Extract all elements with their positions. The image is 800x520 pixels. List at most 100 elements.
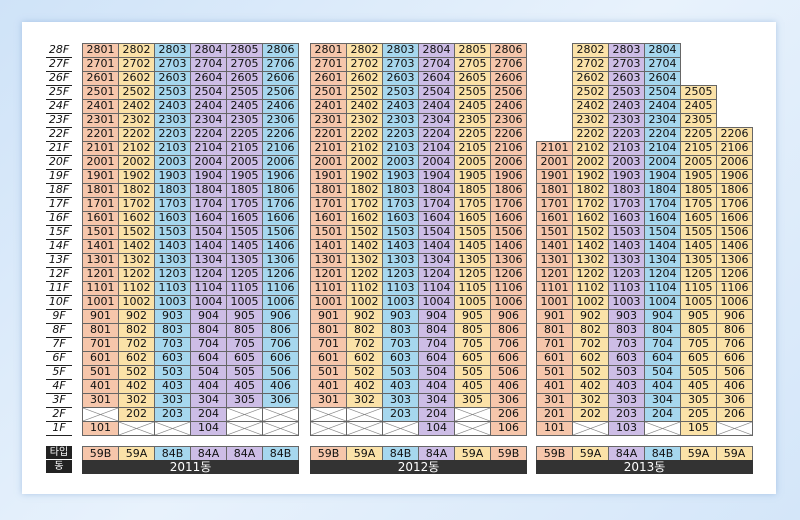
unit-cell: 1702 bbox=[346, 197, 383, 212]
unit-cell: 905 bbox=[680, 309, 717, 324]
unit-cell: 1901 bbox=[82, 169, 119, 184]
unit-cell: 204 bbox=[190, 407, 227, 422]
unit-cell: 704 bbox=[644, 337, 681, 352]
unit-cell: 304 bbox=[418, 393, 455, 408]
unit-cell: 2505 bbox=[454, 85, 491, 100]
unit-cell: 1202 bbox=[346, 267, 383, 282]
unit-cell: 2404 bbox=[418, 99, 455, 114]
unit-cell: 1704 bbox=[418, 197, 455, 212]
unit-cell: 1101 bbox=[310, 281, 347, 296]
unit-cell: 2604 bbox=[190, 71, 227, 86]
unit-cell: 2201 bbox=[310, 127, 347, 142]
floor-label: 26F bbox=[46, 71, 72, 86]
unit-cell: 1603 bbox=[154, 211, 191, 226]
floor-label: 27F bbox=[46, 57, 72, 72]
unit-cell: 2202 bbox=[118, 127, 155, 142]
unit-cell: 1301 bbox=[310, 253, 347, 268]
type-cell: 59B bbox=[310, 446, 347, 461]
unit-cell: 1604 bbox=[644, 211, 681, 226]
unit-cell: 802 bbox=[118, 323, 155, 338]
unit-cell: 1801 bbox=[82, 183, 119, 198]
unit-cell: 1806 bbox=[716, 183, 753, 198]
unit-cell: 2804 bbox=[190, 43, 227, 58]
unit-cell: 206 bbox=[490, 407, 527, 422]
unit-cell: 1105 bbox=[454, 281, 491, 296]
floor-label: 13F bbox=[46, 253, 72, 268]
empty-unit-cell bbox=[454, 407, 491, 422]
unit-cell: 2102 bbox=[572, 141, 609, 156]
unit-cell: 2104 bbox=[190, 141, 227, 156]
unit-cell: 2704 bbox=[418, 57, 455, 72]
unit-cell: 1805 bbox=[454, 183, 491, 198]
unit-cell: 2006 bbox=[716, 155, 753, 170]
unit-cell: 204 bbox=[418, 407, 455, 422]
unit-cell: 1504 bbox=[418, 225, 455, 240]
unit-cell: 1705 bbox=[226, 197, 263, 212]
unit-cell: 1206 bbox=[716, 267, 753, 282]
type-cell: 59A bbox=[346, 446, 383, 461]
unit-cell: 2403 bbox=[608, 99, 645, 114]
unit-cell: 2304 bbox=[418, 113, 455, 128]
unit-cell: 303 bbox=[382, 393, 419, 408]
unit-cell: 1102 bbox=[346, 281, 383, 296]
unit-cell: 2604 bbox=[418, 71, 455, 86]
unit-cell: 903 bbox=[608, 309, 645, 324]
type-cell: 59A bbox=[716, 446, 753, 461]
unit-cell: 2202 bbox=[346, 127, 383, 142]
unit-cell: 304 bbox=[190, 393, 227, 408]
floor-label: 17F bbox=[46, 197, 72, 212]
unit-cell: 1405 bbox=[454, 239, 491, 254]
unit-cell: 306 bbox=[490, 393, 527, 408]
floor-label: 12F bbox=[46, 267, 72, 282]
unit-cell: 2105 bbox=[226, 141, 263, 156]
unit-cell: 605 bbox=[680, 351, 717, 366]
unit-cell: 1906 bbox=[262, 169, 299, 184]
unit-cell: 1806 bbox=[490, 183, 527, 198]
unit-cell: 1503 bbox=[382, 225, 419, 240]
unit-cell: 806 bbox=[490, 323, 527, 338]
unit-cell: 2101 bbox=[82, 141, 119, 156]
unit-cell: 1503 bbox=[608, 225, 645, 240]
unit-cell: 2703 bbox=[608, 57, 645, 72]
unit-cell: 1706 bbox=[262, 197, 299, 212]
unit-cell: 2106 bbox=[262, 141, 299, 156]
unit-cell: 303 bbox=[608, 393, 645, 408]
unit-cell: 2401 bbox=[82, 99, 119, 114]
unit-cell: 106 bbox=[490, 421, 527, 436]
unit-cell: 206 bbox=[716, 407, 753, 422]
unit-cell: 1403 bbox=[382, 239, 419, 254]
unit-cell: 2303 bbox=[154, 113, 191, 128]
unit-cell: 2305 bbox=[680, 113, 717, 128]
unit-cell: 2003 bbox=[382, 155, 419, 170]
unit-cell: 1906 bbox=[716, 169, 753, 184]
unit-cell: 2504 bbox=[644, 85, 681, 100]
unit-cell: 2001 bbox=[536, 155, 573, 170]
unit-cell: 1406 bbox=[262, 239, 299, 254]
unit-cell: 1605 bbox=[226, 211, 263, 226]
unit-cell: 1704 bbox=[190, 197, 227, 212]
unit-cell: 1005 bbox=[680, 295, 717, 310]
unit-cell: 1106 bbox=[490, 281, 527, 296]
empty-unit-cell bbox=[644, 421, 681, 436]
unit-cell: 2501 bbox=[310, 85, 347, 100]
unit-cell: 402 bbox=[346, 379, 383, 394]
empty-unit-cell bbox=[310, 407, 347, 422]
empty-unit-cell bbox=[118, 421, 155, 436]
unit-cell: 606 bbox=[490, 351, 527, 366]
unit-cell: 301 bbox=[82, 393, 119, 408]
unit-cell: 801 bbox=[536, 323, 573, 338]
unit-cell: 1305 bbox=[680, 253, 717, 268]
unit-cell: 2404 bbox=[190, 99, 227, 114]
floor-label: 11F bbox=[46, 281, 72, 296]
unit-cell: 304 bbox=[644, 393, 681, 408]
unit-cell: 1603 bbox=[382, 211, 419, 226]
unit-cell: 1506 bbox=[490, 225, 527, 240]
unit-cell: 2003 bbox=[154, 155, 191, 170]
unit-cell: 703 bbox=[382, 337, 419, 352]
type-cell: 59B bbox=[82, 446, 119, 461]
unit-cell: 501 bbox=[310, 365, 347, 380]
unit-cell: 105 bbox=[680, 421, 717, 436]
unit-cell: 2302 bbox=[118, 113, 155, 128]
unit-cell: 2102 bbox=[118, 141, 155, 156]
unit-cell: 204 bbox=[644, 407, 681, 422]
